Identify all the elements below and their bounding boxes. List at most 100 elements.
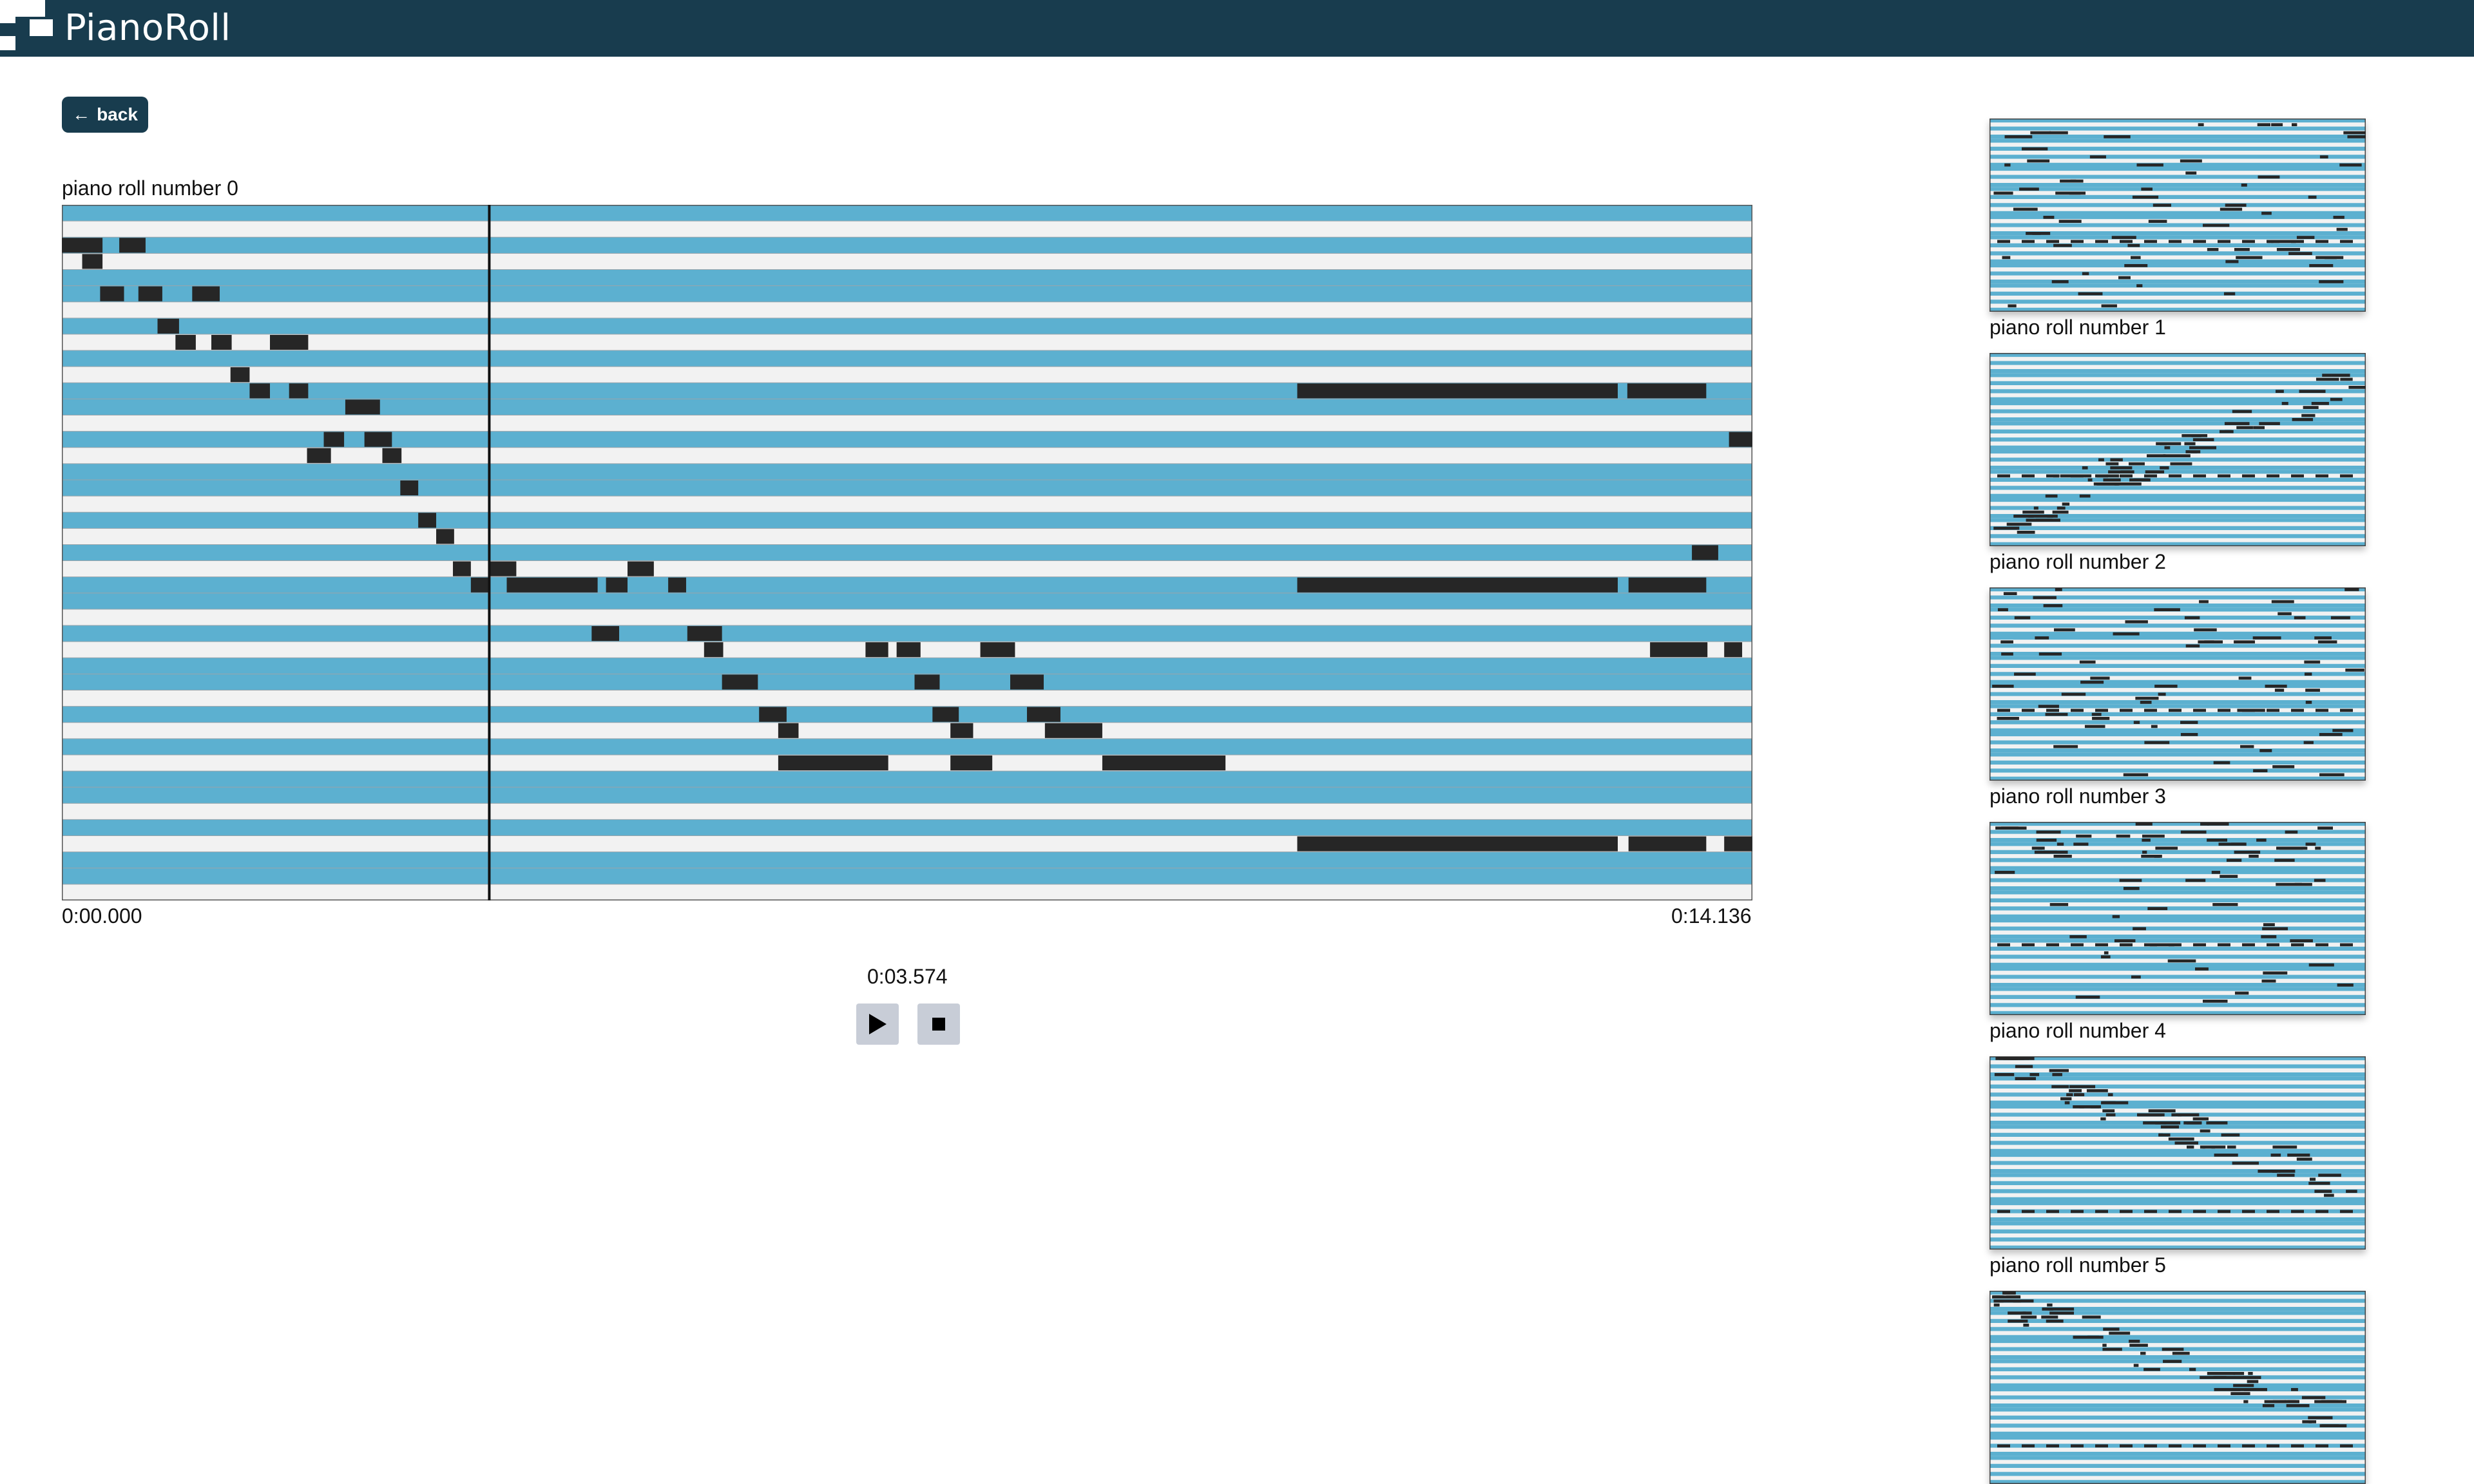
note[interactable] bbox=[119, 238, 146, 253]
note[interactable] bbox=[490, 561, 517, 576]
note[interactable] bbox=[470, 577, 490, 593]
note[interactable] bbox=[704, 642, 724, 658]
thumbnail-lane bbox=[1990, 680, 2366, 684]
note[interactable] bbox=[289, 383, 309, 399]
note[interactable] bbox=[62, 238, 103, 253]
note[interactable] bbox=[436, 529, 454, 544]
note[interactable] bbox=[1102, 755, 1226, 771]
note[interactable] bbox=[628, 561, 654, 576]
thumbnail-note bbox=[1994, 1073, 2015, 1076]
thumbnail-lane bbox=[1990, 1096, 2366, 1101]
note[interactable] bbox=[865, 642, 888, 658]
lane-row bbox=[62, 560, 1752, 577]
note[interactable] bbox=[1724, 642, 1743, 658]
app-logo-icon[interactable] bbox=[0, 0, 58, 57]
note[interactable] bbox=[157, 318, 179, 334]
play-button[interactable] bbox=[856, 1004, 899, 1045]
note[interactable] bbox=[307, 448, 331, 463]
note[interactable] bbox=[668, 577, 686, 593]
note[interactable] bbox=[759, 707, 787, 722]
note[interactable] bbox=[1010, 674, 1044, 690]
thumbnail-lane bbox=[1990, 994, 2366, 999]
note[interactable] bbox=[138, 286, 162, 301]
thumbnail-piano-roll[interactable] bbox=[1990, 353, 2366, 546]
note[interactable] bbox=[1297, 836, 1618, 851]
note[interactable] bbox=[1650, 642, 1708, 658]
note[interactable] bbox=[230, 367, 250, 383]
thumbnail-note bbox=[2345, 669, 2364, 672]
note[interactable] bbox=[323, 432, 345, 447]
thumbnail-label[interactable]: piano roll number 1 bbox=[1990, 316, 2166, 339]
note[interactable] bbox=[400, 480, 419, 496]
thumbnail-piano-roll[interactable] bbox=[1990, 587, 2366, 781]
thumbnail-note bbox=[2211, 1145, 2226, 1149]
note[interactable] bbox=[1026, 707, 1060, 722]
thumbnail-label[interactable]: piano roll number 4 bbox=[1990, 1019, 2166, 1042]
note[interactable] bbox=[606, 577, 628, 593]
note[interactable] bbox=[778, 723, 799, 738]
note[interactable] bbox=[950, 755, 993, 771]
note[interactable] bbox=[722, 674, 758, 690]
note[interactable] bbox=[249, 383, 270, 399]
note[interactable] bbox=[211, 334, 232, 350]
thumbnail-note bbox=[2108, 470, 2131, 473]
thumbnail-lane bbox=[1990, 1423, 2366, 1428]
note[interactable] bbox=[82, 254, 103, 269]
thumbnail-lane bbox=[1990, 716, 2366, 721]
note[interactable] bbox=[364, 432, 392, 447]
note[interactable] bbox=[100, 286, 124, 301]
note[interactable] bbox=[269, 334, 309, 350]
note[interactable] bbox=[1044, 723, 1102, 738]
back-button[interactable]: ← back bbox=[62, 97, 148, 133]
thumbnail-note bbox=[2103, 478, 2121, 482]
note[interactable] bbox=[345, 399, 380, 415]
thumbnail-piano-roll[interactable] bbox=[1990, 822, 2366, 1015]
note[interactable] bbox=[1729, 432, 1752, 447]
thumbnail-label[interactable]: piano roll number 2 bbox=[1990, 550, 2166, 573]
app-title[interactable]: PianoRoll bbox=[64, 7, 231, 49]
thumbnail-note bbox=[2019, 187, 2039, 191]
note[interactable] bbox=[418, 513, 437, 528]
note[interactable] bbox=[1628, 577, 1707, 593]
thumbnail-piano-roll[interactable] bbox=[1990, 1056, 2366, 1250]
note[interactable] bbox=[1692, 545, 1718, 560]
note[interactable] bbox=[192, 286, 220, 301]
stop-button[interactable] bbox=[917, 1004, 960, 1045]
thumbnail-note bbox=[2203, 1000, 2228, 1003]
thumbnail-lane bbox=[1990, 866, 2366, 870]
note[interactable] bbox=[932, 707, 959, 722]
thumbnail-label[interactable]: piano roll number 5 bbox=[1990, 1253, 2166, 1277]
thumbnail-note bbox=[2133, 721, 2140, 724]
thumbnail-note bbox=[2271, 240, 2296, 243]
thumbnail-label[interactable]: piano roll number 3 bbox=[1990, 785, 2166, 808]
note[interactable] bbox=[1724, 836, 1752, 851]
note[interactable] bbox=[452, 561, 471, 576]
main-piano-roll[interactable] bbox=[62, 205, 1752, 900]
thumbnail-lane bbox=[1990, 1084, 2366, 1089]
note[interactable] bbox=[896, 642, 921, 658]
note[interactable] bbox=[950, 723, 973, 738]
thumbnail-lane bbox=[1990, 296, 2366, 300]
note[interactable] bbox=[1297, 383, 1618, 399]
thumbnail-note bbox=[2291, 1210, 2304, 1213]
note[interactable] bbox=[980, 642, 1015, 658]
note[interactable] bbox=[591, 626, 620, 642]
note[interactable] bbox=[506, 577, 598, 593]
note[interactable] bbox=[175, 334, 196, 350]
thumbnail-note bbox=[2294, 616, 2306, 620]
note[interactable] bbox=[1628, 836, 1707, 851]
note[interactable] bbox=[382, 448, 402, 463]
thumbnail-note bbox=[1997, 240, 2010, 243]
thumbnail-piano-roll[interactable] bbox=[1990, 119, 2366, 312]
thumbnail-lane bbox=[1990, 385, 2366, 390]
thumbnail-piano-roll[interactable] bbox=[1990, 1291, 2366, 1484]
note[interactable] bbox=[687, 626, 722, 642]
note[interactable] bbox=[1297, 577, 1618, 593]
thumbnail-lane bbox=[1990, 1343, 2366, 1347]
note[interactable] bbox=[1627, 383, 1707, 399]
thumbnail-note bbox=[2234, 1376, 2244, 1379]
note[interactable] bbox=[778, 755, 888, 771]
thumbnail-note bbox=[2004, 1291, 2011, 1295]
thumbnail-lane bbox=[1990, 656, 2366, 660]
note[interactable] bbox=[914, 674, 940, 690]
